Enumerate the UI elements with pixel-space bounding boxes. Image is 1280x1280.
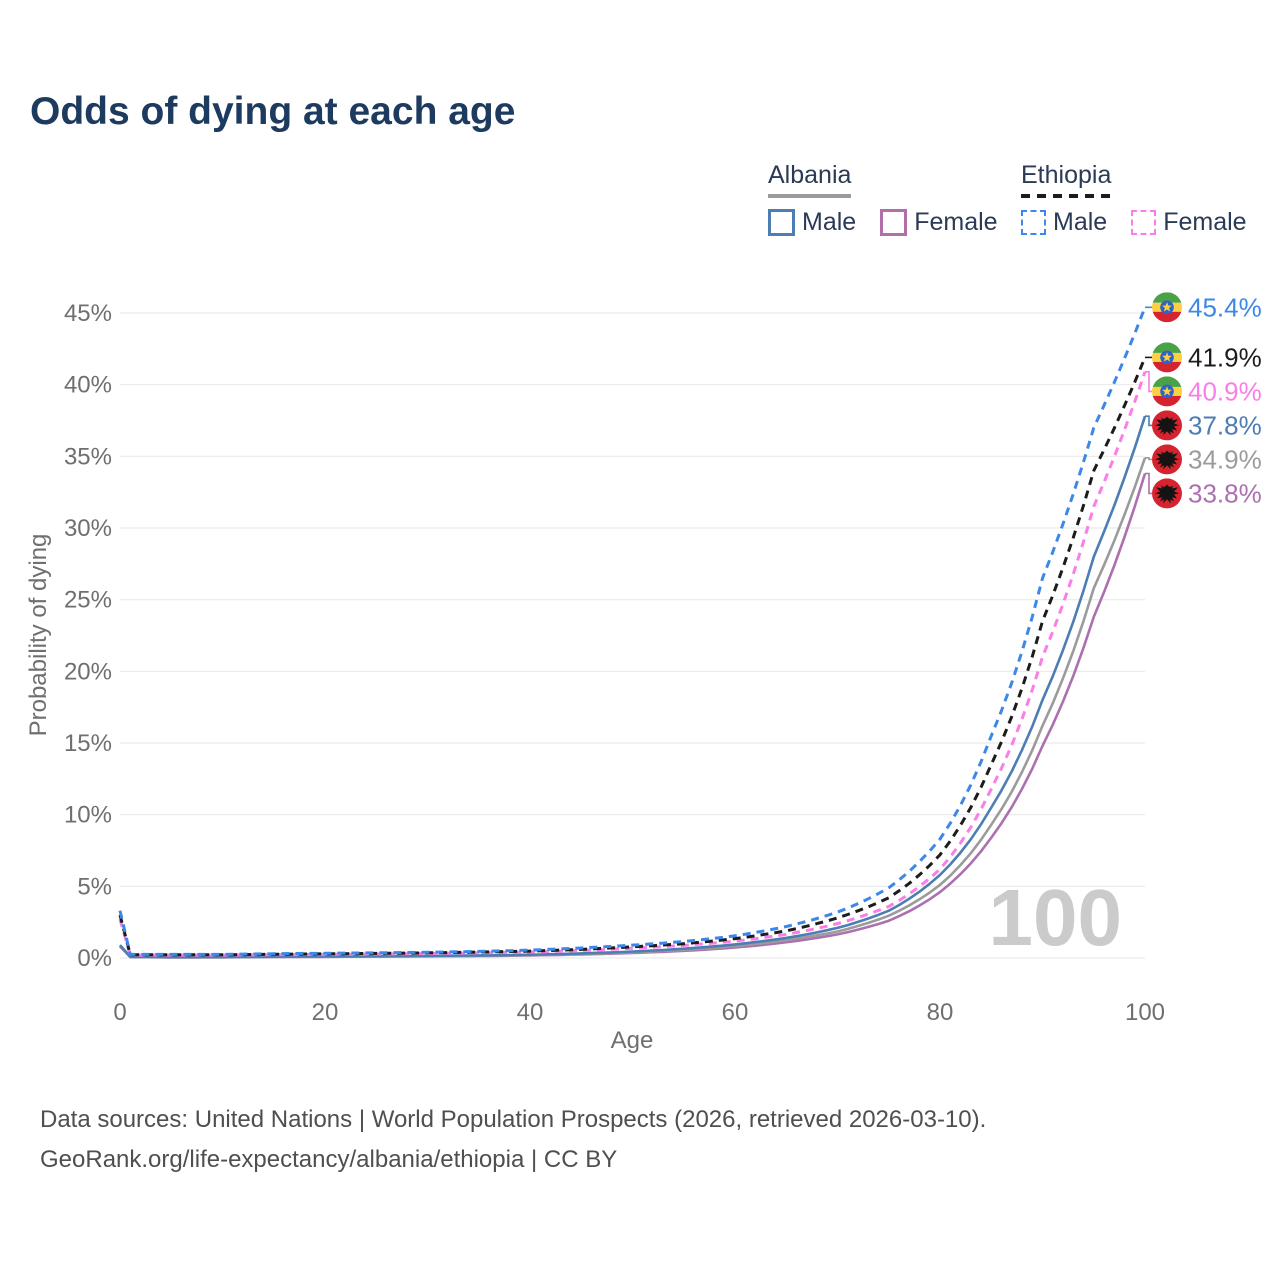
x-tick-label: 40 <box>517 999 544 1026</box>
label-connector <box>1145 415 1152 427</box>
end-value-label-ethiopia-both-sexes: 41.9% <box>1188 342 1262 372</box>
y-tick-label: 35% <box>64 443 112 470</box>
legend-item-ethiopia-female-label: Female <box>1163 208 1247 236</box>
albania-flag-icon <box>1152 444 1182 475</box>
y-tick-label: 30% <box>64 515 112 542</box>
series-line-albania-male[interactable] <box>119 415 1147 959</box>
series-line-ethiopia-female[interactable] <box>118 371 1147 957</box>
legend-item-albania-male[interactable]: Male <box>768 208 856 237</box>
label-connector <box>1145 371 1152 393</box>
end-value-label-albania-female: 33.8% <box>1188 478 1262 508</box>
legend-group-ethiopia: Ethiopia Male Female <box>1021 161 1271 237</box>
legend-item-albania-female-label: Female <box>914 208 998 236</box>
x-tick-label: 20 <box>312 999 339 1026</box>
legend-country-albania[interactable]: Albania <box>768 161 852 198</box>
chart-title: Odds of dying at each age <box>30 90 516 133</box>
albania-flag-icon <box>1152 410 1182 441</box>
ethiopia-flag-icon <box>1152 376 1182 407</box>
y-tick-label: 5% <box>77 873 112 900</box>
y-tick-label: 20% <box>64 658 112 685</box>
ethiopia-flag-icon <box>1152 292 1182 323</box>
end-value-label-albania-both-sexes: 34.9% <box>1188 444 1262 474</box>
legend-group-albania: Albania Male Female <box>768 161 1022 237</box>
albania-female-swatch <box>880 209 908 236</box>
x-tick-label: 80 <box>927 999 954 1026</box>
end-value-label-ethiopia-male: 45.4% <box>1188 292 1262 322</box>
legend-item-albania-male-label: Male <box>802 208 857 236</box>
end-value-label-albania-male: 37.8% <box>1188 410 1262 440</box>
series-line-ethiopia-both-sexes[interactable] <box>118 356 1147 957</box>
y-tick-label: 45% <box>64 300 112 327</box>
footer-link: GeoRank.org/life-expectancy/albania/ethi… <box>40 1146 618 1173</box>
y-tick-label: 25% <box>64 587 112 614</box>
albania-line-sample <box>768 194 852 198</box>
y-tick-label: 40% <box>64 372 112 399</box>
ethiopia-line-sample <box>1021 194 1112 198</box>
age-watermark: 100 <box>989 873 1122 962</box>
legend-country-albania-label: Albania <box>768 161 852 189</box>
x-tick-label: 60 <box>722 999 749 1026</box>
series-line-ethiopia-male[interactable] <box>118 306 1147 956</box>
ethiopia-flag-icon <box>1152 342 1182 373</box>
end-value-label-ethiopia-female: 40.9% <box>1188 376 1262 406</box>
legend-item-ethiopia-male[interactable]: Male <box>1021 208 1107 237</box>
y-axis-title: Probability of dying <box>25 534 52 737</box>
x-tick-label: 100 <box>1125 999 1165 1026</box>
label-connector <box>1145 472 1152 495</box>
legend-country-ethiopia[interactable]: Ethiopia <box>1021 161 1112 198</box>
legend-item-albania-female[interactable]: Female <box>880 208 998 237</box>
x-axis-title: Age <box>611 1027 654 1054</box>
legend-item-ethiopia-female[interactable]: Female <box>1131 208 1247 237</box>
y-tick-label: 15% <box>64 730 112 757</box>
ethiopia-male-swatch <box>1021 210 1046 235</box>
footer-sources: Data sources: United Nations | World Pop… <box>40 1106 987 1133</box>
x-tick-label: 0 <box>113 999 126 1026</box>
gridlines <box>120 312 1145 959</box>
legend-item-ethiopia-male-label: Male <box>1053 208 1108 236</box>
y-tick-label: 0% <box>77 945 112 972</box>
legend-country-ethiopia-label: Ethiopia <box>1021 161 1112 189</box>
label-connector <box>1145 457 1152 461</box>
albania-flag-icon <box>1152 478 1182 509</box>
y-tick-label: 10% <box>64 802 112 829</box>
ethiopia-female-swatch <box>1131 210 1157 235</box>
albania-male-swatch <box>768 209 795 236</box>
